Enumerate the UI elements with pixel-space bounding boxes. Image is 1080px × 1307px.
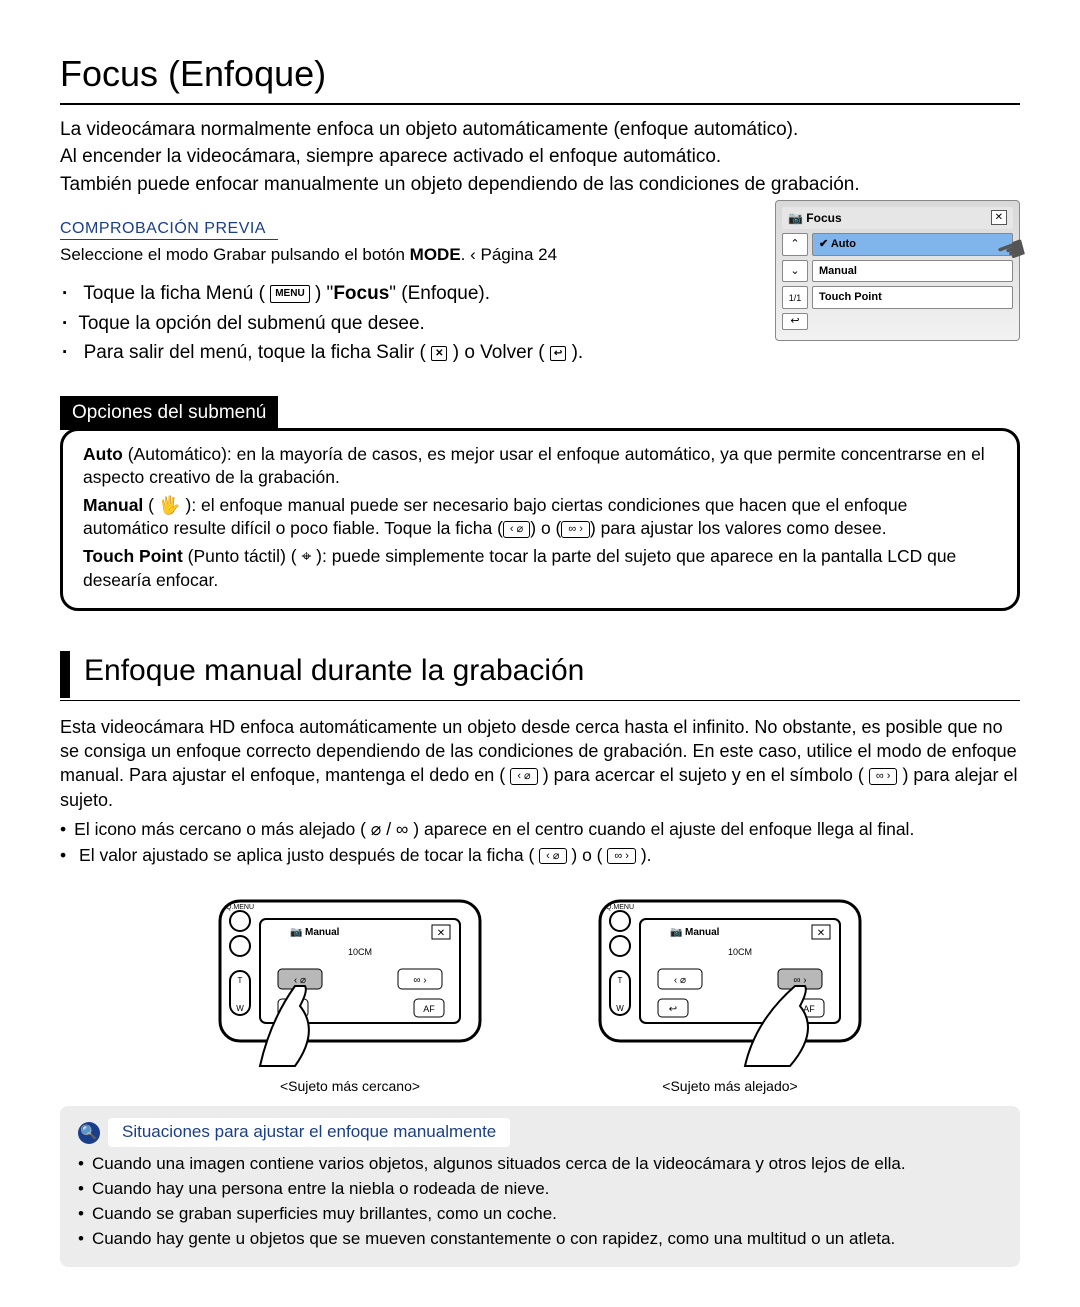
lcd-close-icon[interactable]: ✕	[991, 210, 1007, 226]
lcd-back-button[interactable]: ↩	[782, 313, 808, 330]
lcd-page-indicator: 1/1	[782, 286, 808, 309]
body-text: ) para acercar el sujeto y en el símbolo…	[543, 765, 864, 785]
lcd-item-auto[interactable]: ✔ Auto	[812, 233, 1013, 256]
bullet: El icono más cercano o más alejado ( ⌀ /…	[60, 818, 1020, 842]
lcd-up-button[interactable]: ⌃	[782, 233, 808, 256]
camera-svg: Q.MENU T W 📷 Manual ✕ 10CM ‹ ⌀ ∞ › ↩ AF	[200, 891, 500, 1071]
svg-text:Q.MENU: Q.MENU	[606, 904, 634, 911]
svg-text:∞ ›: ∞ ›	[793, 975, 806, 986]
svg-text:Manual: Manual	[685, 927, 720, 938]
tip-item: Cuando hay gente u objetos que se mueven…	[78, 1228, 1002, 1251]
lcd-item-manual[interactable]: Manual	[812, 260, 1013, 283]
step-text: " (Enfoque).	[389, 283, 490, 304]
tip-title: Situaciones para ajustar el enfoque manu…	[108, 1118, 510, 1147]
far-focus-icon: ∞ ›	[869, 768, 898, 785]
precheck-post: . ‹ Página 24	[461, 245, 557, 264]
precheck-text: Seleccione el modo Grabar pulsando el bo…	[60, 244, 757, 267]
svg-text:T: T	[618, 976, 623, 985]
intro-line: También puede enfocar manualmente un obj…	[60, 172, 1020, 198]
step-1: Toque la ficha Menú ( MENU ) "Focus" (En…	[62, 281, 757, 307]
menu-icon: MENU	[270, 285, 309, 303]
intro-block: La videocámara normalmente enfoca un obj…	[60, 117, 1020, 198]
divider	[60, 700, 1020, 701]
svg-text:📷: 📷	[670, 927, 682, 938]
step-text: Para salir del menú, toque la ficha Sali…	[84, 342, 426, 363]
close-icon: ✕	[431, 346, 447, 362]
svg-text:‹ ⌀: ‹ ⌀	[294, 975, 306, 986]
intro-line: Al encender la videocámara, siempre apar…	[60, 144, 1020, 170]
bullet: El valor ajustado se aplica justo despué…	[60, 844, 1020, 868]
steps-list: Toque la ficha Menú ( MENU ) "Focus" (En…	[62, 281, 757, 366]
tip-item: Cuando una imagen contiene varios objeto…	[78, 1153, 1002, 1176]
svg-text:T: T	[238, 976, 243, 985]
precheck-label: COMPROBACIÓN PREVIA	[60, 218, 278, 241]
section2-body: Esta videocámara HD enfoca automáticamen…	[60, 715, 1020, 867]
section-manual-focus: Enfoque manual durante la grabación	[60, 651, 1020, 698]
magnifier-icon: 🔍	[78, 1122, 100, 1144]
svg-text:W: W	[616, 1004, 624, 1013]
tip-box: 🔍 Situaciones para ajustar el enfoque ma…	[60, 1106, 1020, 1267]
step-2: Toque la opción del submenú que desee.	[62, 311, 757, 337]
svg-text:W: W	[236, 1004, 244, 1013]
lcd-down-button[interactable]: ⌄	[782, 260, 808, 283]
svg-text:10CM: 10CM	[728, 947, 752, 957]
camera-svg: Q.MENU T W 📷 Manual ✕ 10CM ‹ ⌀ ∞ › ↩ AF	[580, 891, 880, 1071]
svg-text:↩: ↩	[669, 1004, 677, 1015]
focus-label: Focus	[333, 283, 389, 304]
lcd-item-touchpoint[interactable]: Touch Point	[812, 286, 1013, 309]
caption-near: <Sujeto más cercano>	[200, 1077, 500, 1096]
camera-illustrations: Q.MENU T W 📷 Manual ✕ 10CM ‹ ⌀ ∞ › ↩ AF …	[60, 891, 1020, 1096]
step-3: Para salir del menú, toque la ficha Sali…	[62, 340, 757, 366]
caption-far: <Sujeto más alejado>	[580, 1077, 880, 1096]
tip-item: Cuando hay una persona entre la niebla o…	[78, 1178, 1002, 1201]
submenu-box: Auto (Automático): en la mayoría de caso…	[60, 428, 1020, 612]
step-text: ).	[572, 342, 584, 363]
svg-text:Manual: Manual	[305, 927, 340, 938]
page-title: Focus (Enfoque)	[60, 50, 1020, 105]
step-text: ) o Volver (	[453, 342, 545, 363]
step-text: ) "	[315, 283, 333, 304]
tip-item: Cuando se graban superficies muy brillan…	[78, 1203, 1002, 1226]
intro-line: La videocámara normalmente enfoca un obj…	[60, 117, 1020, 143]
submenu-header: Opciones del submenú	[60, 396, 278, 430]
tip-header: 🔍 Situaciones para ajustar el enfoque ma…	[78, 1118, 1002, 1147]
far-focus-icon: ∞ ›	[607, 848, 636, 865]
svg-text:‹ ⌀: ‹ ⌀	[674, 975, 686, 986]
precheck-pre: Seleccione el modo Grabar pulsando el bo…	[60, 245, 410, 264]
near-focus-icon: ‹ ⌀	[510, 768, 537, 785]
far-focus-icon: ∞ ›	[561, 521, 590, 538]
step-text: Toque la ficha Menú (	[83, 283, 265, 304]
submenu-manual: Manual ( 🖐 ): el enfoque manual puede se…	[83, 494, 997, 541]
back-icon: ↩	[550, 346, 566, 362]
near-focus-icon: ‹ ⌀	[503, 521, 530, 538]
svg-text:📷: 📷	[290, 927, 302, 938]
submenu-auto: Auto (Automático): en la mayoría de caso…	[83, 443, 997, 490]
lcd-title-text: 📷 Focus	[788, 210, 842, 226]
section2-title: Enfoque manual durante la grabación	[84, 651, 1020, 698]
submenu-touchpoint: Touch Point (Punto táctil) ( ⌖ ): puede …	[83, 545, 997, 592]
svg-text:✕: ✕	[437, 928, 445, 939]
svg-text:✕: ✕	[817, 928, 825, 939]
svg-text:10CM: 10CM	[348, 947, 372, 957]
near-focus-icon: ‹ ⌀	[539, 848, 566, 865]
camera-near: Q.MENU T W 📷 Manual ✕ 10CM ‹ ⌀ ∞ › ↩ AF …	[200, 891, 500, 1096]
svg-text:∞ ›: ∞ ›	[413, 975, 426, 986]
camera-far: Q.MENU T W 📷 Manual ✕ 10CM ‹ ⌀ ∞ › ↩ AF …	[580, 891, 880, 1096]
lcd-preview: 📷 Focus ✕ ⌃ ✔ Auto ⌄ Manual 1/1 Touch Po…	[775, 200, 1020, 342]
svg-text:AF: AF	[423, 1004, 435, 1014]
mode-label: MODE	[410, 245, 461, 264]
svg-text:Q.MENU: Q.MENU	[226, 904, 254, 911]
